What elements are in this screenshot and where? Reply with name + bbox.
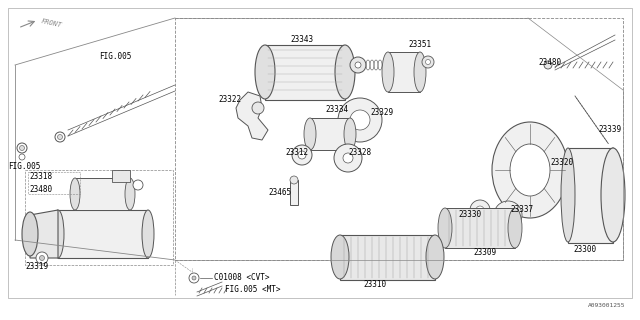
Text: 23330: 23330 (458, 210, 481, 219)
Bar (568, 148, 613, 243)
Ellipse shape (344, 118, 356, 150)
Ellipse shape (304, 118, 316, 150)
Text: 23480: 23480 (538, 58, 561, 67)
Ellipse shape (22, 212, 38, 256)
Ellipse shape (494, 201, 522, 229)
Ellipse shape (502, 209, 514, 221)
Bar (75, 178, 130, 210)
Text: 23300: 23300 (573, 245, 596, 254)
Text: 23319: 23319 (25, 262, 48, 271)
Text: 23351: 23351 (408, 40, 431, 49)
Ellipse shape (382, 52, 394, 92)
Circle shape (36, 252, 48, 264)
Circle shape (298, 151, 306, 159)
Circle shape (355, 62, 361, 68)
Circle shape (19, 154, 25, 160)
Bar (28, 172, 80, 194)
Bar (25, 170, 173, 265)
Circle shape (350, 57, 366, 73)
Circle shape (17, 143, 27, 153)
Circle shape (422, 56, 434, 68)
Ellipse shape (334, 144, 362, 172)
Text: 23310: 23310 (364, 280, 387, 289)
Text: 23309: 23309 (474, 248, 497, 257)
Text: A093001255: A093001255 (588, 303, 625, 308)
Circle shape (40, 255, 45, 260)
Ellipse shape (510, 144, 550, 196)
Text: 23339: 23339 (598, 125, 621, 134)
Text: FIG.005: FIG.005 (99, 52, 131, 61)
Text: 23480: 23480 (29, 185, 52, 194)
Text: FIG.005: FIG.005 (8, 162, 40, 171)
Bar (265, 45, 345, 100)
Ellipse shape (52, 210, 64, 258)
Bar (388, 52, 420, 92)
Bar (445, 208, 515, 248)
Ellipse shape (508, 208, 522, 248)
Circle shape (133, 180, 143, 190)
Ellipse shape (335, 45, 355, 99)
Text: 23312: 23312 (285, 148, 308, 157)
Ellipse shape (476, 206, 484, 214)
Circle shape (19, 146, 24, 150)
Ellipse shape (492, 122, 568, 218)
Text: 23329: 23329 (370, 108, 393, 117)
Bar (58, 210, 148, 258)
Text: 23465: 23465 (268, 188, 291, 197)
Circle shape (192, 276, 196, 280)
Circle shape (58, 134, 63, 140)
Ellipse shape (601, 148, 625, 242)
Ellipse shape (331, 235, 349, 279)
Bar (112, 170, 130, 182)
Text: 23328: 23328 (348, 148, 371, 157)
Text: 23337: 23337 (510, 205, 533, 214)
Text: 23320: 23320 (550, 158, 573, 167)
Ellipse shape (561, 148, 575, 242)
Ellipse shape (255, 45, 275, 99)
Ellipse shape (414, 52, 426, 92)
Bar (340, 235, 435, 280)
Circle shape (426, 60, 431, 65)
Ellipse shape (426, 235, 444, 279)
Circle shape (189, 273, 199, 283)
Ellipse shape (142, 210, 154, 258)
Ellipse shape (290, 176, 298, 184)
Ellipse shape (470, 200, 490, 220)
Ellipse shape (338, 98, 382, 142)
Text: 23318: 23318 (29, 172, 52, 181)
Polygon shape (30, 210, 58, 258)
Circle shape (544, 61, 552, 69)
Text: FIG.005 <MT>: FIG.005 <MT> (225, 285, 280, 294)
Circle shape (55, 132, 65, 142)
Text: FRONT: FRONT (40, 18, 62, 28)
Ellipse shape (125, 178, 135, 210)
Bar (310, 118, 350, 150)
Text: 23322: 23322 (218, 95, 241, 104)
Bar (175, 18, 623, 260)
Ellipse shape (343, 153, 353, 163)
Ellipse shape (70, 178, 80, 210)
Ellipse shape (606, 148, 620, 242)
Circle shape (292, 145, 312, 165)
Text: C01008 <CVT>: C01008 <CVT> (214, 273, 269, 282)
Text: 23334: 23334 (325, 105, 348, 114)
Bar (290, 180, 298, 205)
Polygon shape (236, 92, 268, 140)
Ellipse shape (350, 110, 370, 130)
Text: 23343: 23343 (290, 35, 313, 44)
Ellipse shape (438, 208, 452, 248)
Circle shape (252, 102, 264, 114)
